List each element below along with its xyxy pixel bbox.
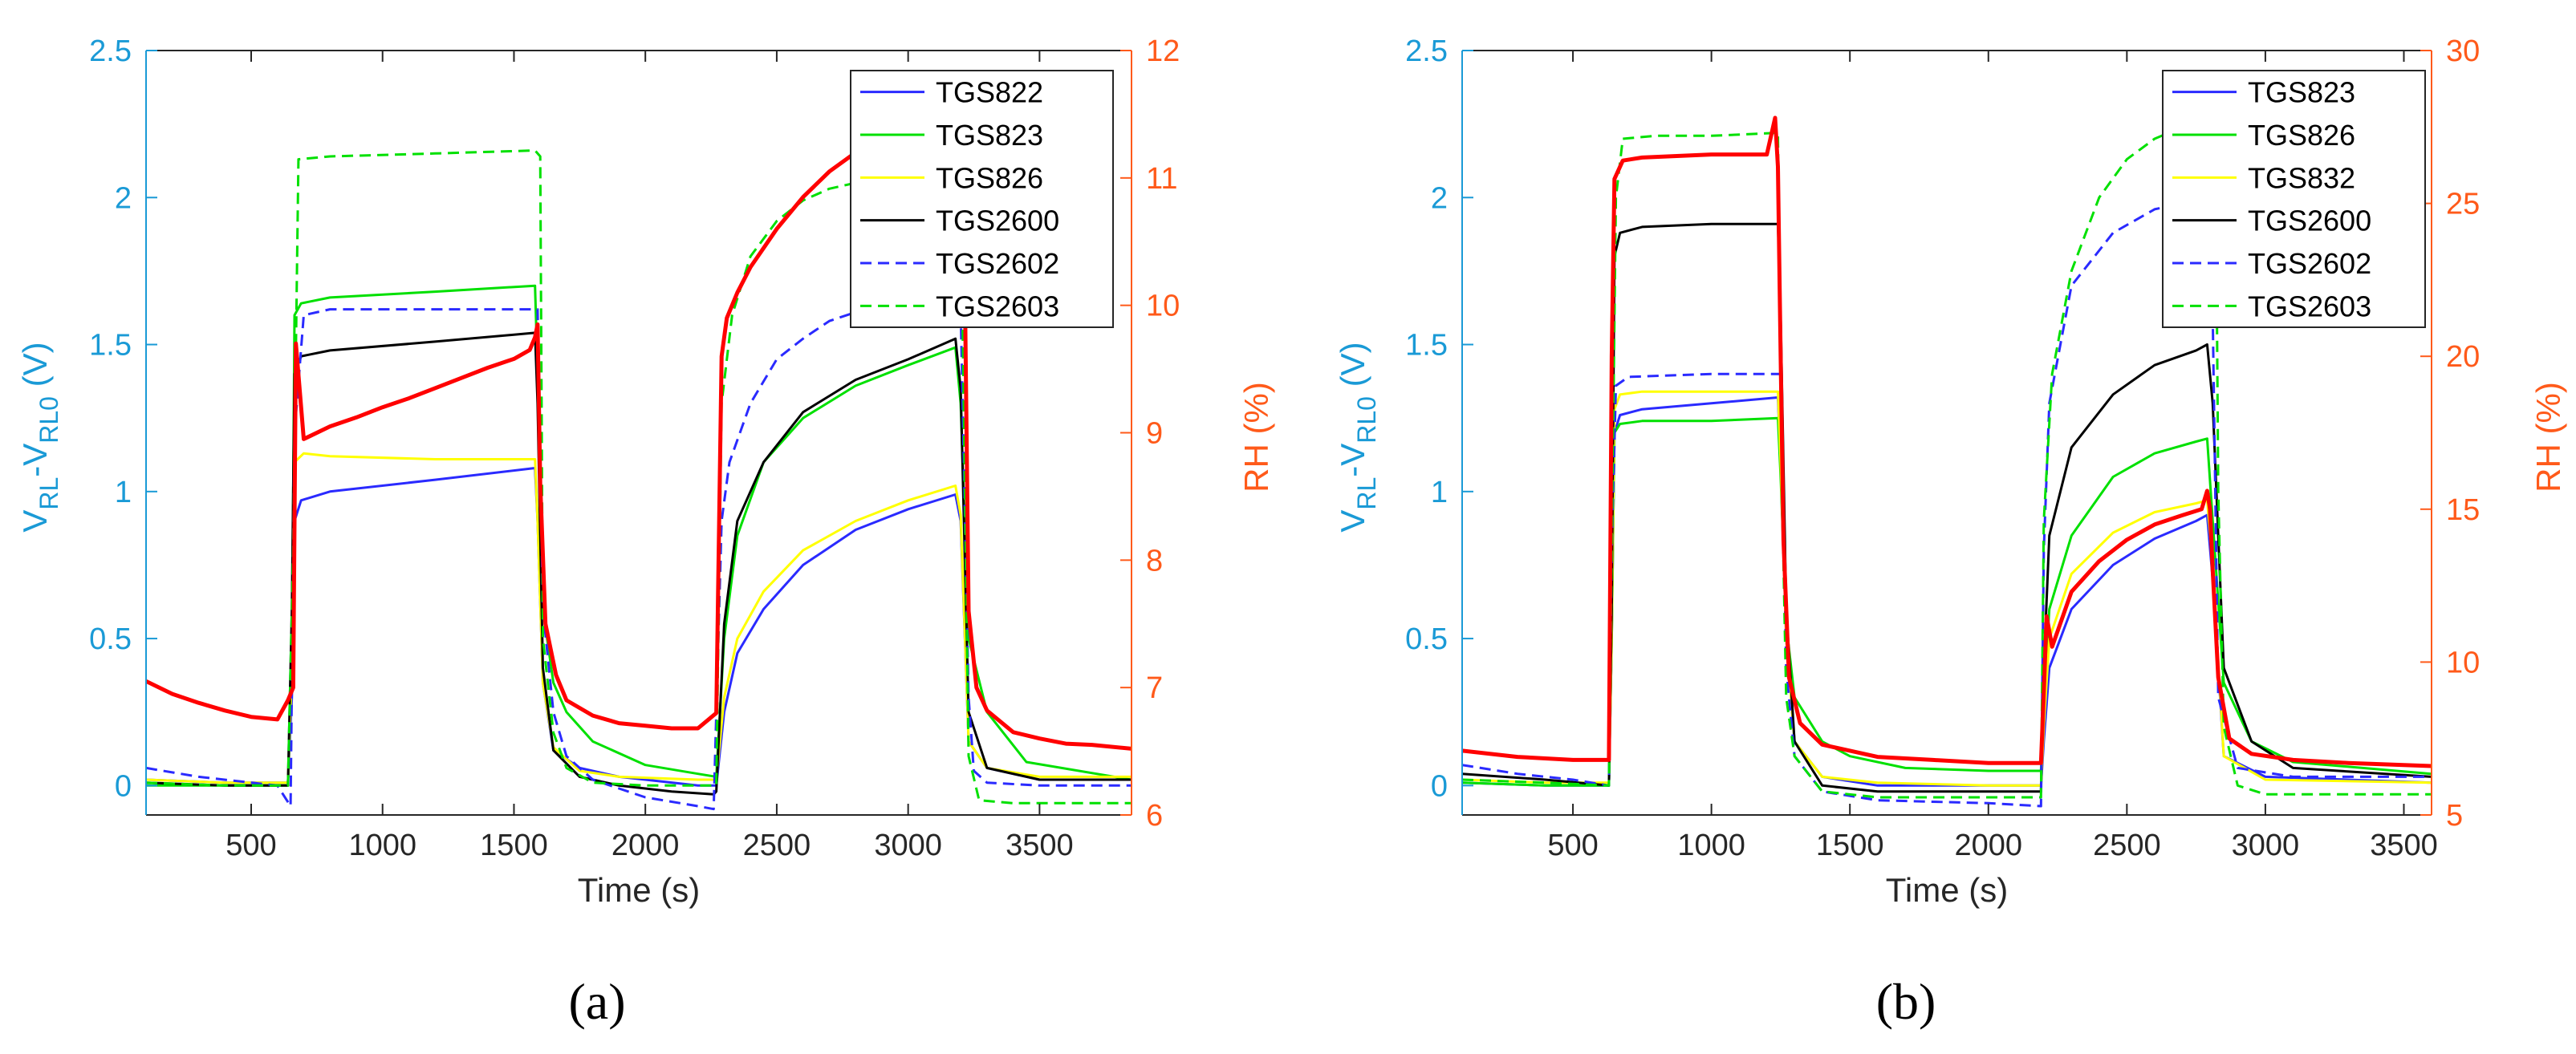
x-tick-label: 2500 xyxy=(2093,829,2161,862)
series-line-tgs2603 xyxy=(1462,123,2432,799)
legend-label-tgs2600: TGS2600 xyxy=(936,205,1059,237)
x-axis-label: Time (s) xyxy=(578,871,700,909)
y-left-label-part: V xyxy=(16,510,54,533)
y-left-tick-label: 1.5 xyxy=(1405,329,1448,363)
x-tick-label: 3000 xyxy=(2232,829,2300,862)
y-left-tick-label: 0 xyxy=(115,769,132,803)
y-left-tick-label: 2.5 xyxy=(89,34,132,68)
y-right-tick-label: 8 xyxy=(1146,544,1163,578)
panel-label: (a) xyxy=(568,973,625,1030)
y-right-tick-label: 7 xyxy=(1146,671,1163,705)
legend: TGS822 TGS823 TGS826 TGS2600 TGS2602 TGS2603 xyxy=(850,70,1114,328)
y-right-tick-label: 20 xyxy=(2446,340,2480,374)
legend-label-tgs832: TGS832 xyxy=(2248,161,2355,194)
series-line-tgs823 xyxy=(1462,396,2432,787)
panel-b: 500 1000 1500 2000 2500 3000 3500 0 0.5 1 1.5 2 2.5 5… xyxy=(1334,34,2567,1030)
series-line-tgs822 xyxy=(146,467,1132,787)
y-right-tick-label: 5 xyxy=(2446,799,2463,833)
y-left-label-part: RL xyxy=(1352,477,1381,510)
x-tick-label: 2500 xyxy=(743,829,811,862)
legend-label-tgs826: TGS826 xyxy=(936,161,1043,194)
y-right-tick-label: 11 xyxy=(1146,162,1177,196)
x-tick-label: 3500 xyxy=(2370,829,2438,862)
series-line-tgs2600 xyxy=(1462,222,2432,793)
x-tick-label: 2000 xyxy=(1954,829,2022,862)
y-left-tick-label: 1.5 xyxy=(89,329,132,363)
y-right-axis-label: RH (%) xyxy=(1237,382,1275,493)
series-group xyxy=(1462,116,2432,808)
x-tick-label: 1500 xyxy=(1816,829,1884,862)
x-tick-label: 1000 xyxy=(1677,829,1745,862)
legend-label-tgs2603: TGS2603 xyxy=(936,290,1059,322)
x-axis-label: Time (s) xyxy=(1886,871,2008,909)
y-left-label-part: (V) xyxy=(1334,342,1371,396)
x-tick-label: 1000 xyxy=(348,829,416,862)
y-left-axis-label: VRL-VRL0 (V) xyxy=(1334,342,1381,532)
y-left-tick-label: 0.5 xyxy=(89,622,132,656)
y-left-label-part: RL0 xyxy=(35,396,63,444)
y-left-tick-label: 0.5 xyxy=(1405,622,1448,656)
panel-label: (b) xyxy=(1876,973,1936,1030)
y-left-tick-label: 0 xyxy=(1431,769,1448,803)
panel-a: 500 1000 1500 2000 2500 3000 3500 0 0.5 1 1.5 2 2.5 6… xyxy=(16,34,1275,1030)
x-tick-label: 3000 xyxy=(874,829,942,862)
x-tick-label: 1500 xyxy=(480,829,548,862)
series-line-tgs826 xyxy=(1462,416,2432,787)
y-left-label-part: (V) xyxy=(16,342,54,396)
series-line-tgs2602 xyxy=(146,305,1132,811)
y-right-tick-label: 30 xyxy=(2446,34,2480,68)
legend-label-tgs2600: TGS2600 xyxy=(2248,205,2371,237)
y-right-tick-label: 12 xyxy=(1146,34,1180,68)
y-left-label-part: -V xyxy=(16,444,54,477)
y-right-axis-label: RH (%) xyxy=(2529,382,2567,493)
legend-label-tgs2602: TGS2602 xyxy=(2248,247,2371,280)
y-left-label-part: V xyxy=(1334,510,1371,533)
legend-label-tgs826: TGS826 xyxy=(2248,119,2355,152)
x-tick-label: 2000 xyxy=(611,829,680,862)
x-tick-label: 500 xyxy=(1547,829,1598,862)
series-line-rh xyxy=(1462,116,2432,768)
legend-label-tgs823: TGS823 xyxy=(936,119,1043,152)
y-left-tick-label: 2.5 xyxy=(1405,34,1448,68)
y-left-label-part: RL0 xyxy=(1352,396,1381,444)
legend-label-tgs2602: TGS2602 xyxy=(936,247,1059,280)
y-right-tick-label: 10 xyxy=(1146,290,1180,323)
y-right-tick-label: 15 xyxy=(2446,493,2480,527)
series-line-tgs826 xyxy=(146,452,1132,784)
y-left-tick-label: 2 xyxy=(115,181,132,215)
x-tick-label: 500 xyxy=(226,829,276,862)
y-left-tick-label: 1 xyxy=(115,476,132,509)
legend-label-tgs2603: TGS2603 xyxy=(2248,290,2371,322)
legend-label-tgs822: TGS822 xyxy=(936,76,1043,109)
y-right-tick-label: 25 xyxy=(2446,188,2480,221)
y-left-label-part: -V xyxy=(1334,444,1371,477)
y-left-axis-label: VRL-VRL0 (V) xyxy=(16,342,63,532)
y-left-tick-label: 2 xyxy=(1431,181,1448,215)
x-tick-label: 3500 xyxy=(1006,829,1074,862)
y-right-tick-label: 6 xyxy=(1146,799,1163,833)
y-left-label-part: RL xyxy=(35,477,63,510)
y-right-tick-label: 9 xyxy=(1146,417,1163,451)
y-right-tick-label: 10 xyxy=(2446,646,2480,679)
legend: TGS823 TGS826 TGS832 TGS2600 TGS2602 TGS2603 xyxy=(2162,70,2426,328)
y-left-tick-label: 1 xyxy=(1431,476,1448,509)
legend-box xyxy=(850,70,1114,328)
legend-label-tgs823: TGS823 xyxy=(2248,76,2355,109)
legend-box xyxy=(2162,70,2426,328)
